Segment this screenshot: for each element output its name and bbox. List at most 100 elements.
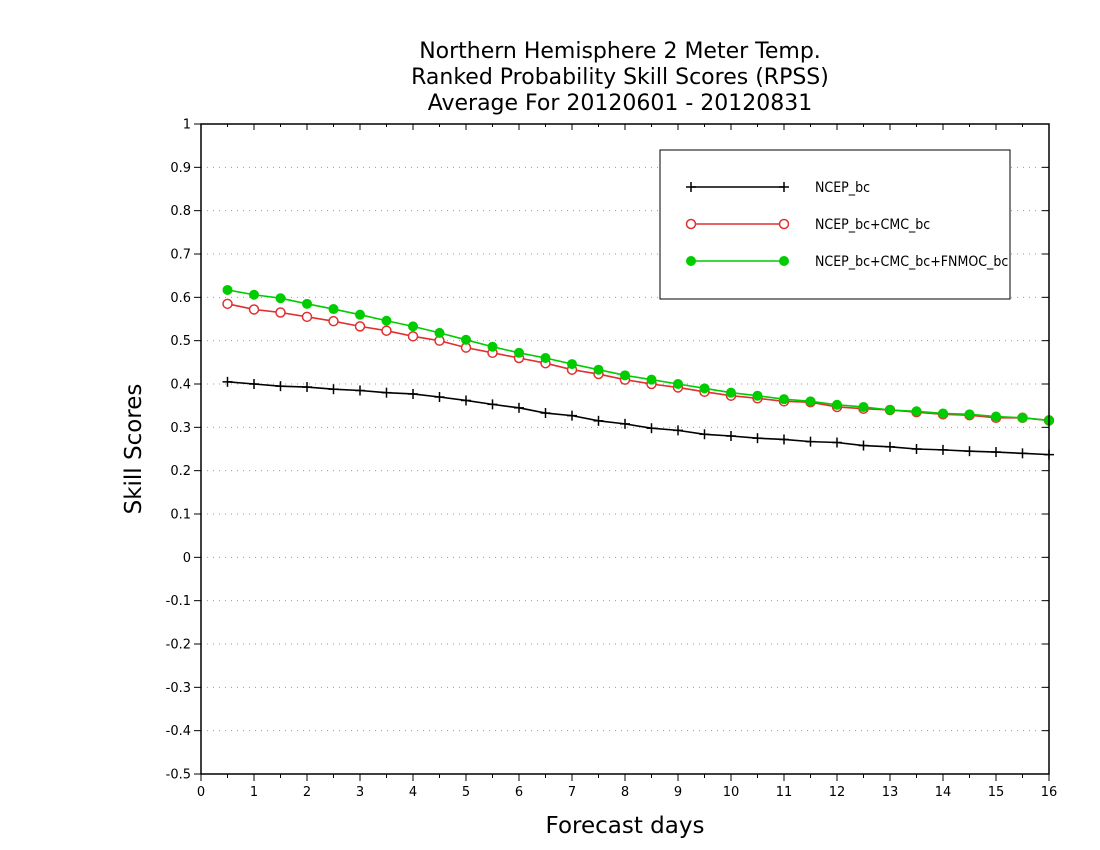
title-line-1: Northern Hemisphere 2 Meter Temp. — [419, 39, 821, 64]
legend-label: NCEP_bc — [815, 180, 870, 196]
legend-marker — [685, 218, 697, 230]
x-tick-label: 5 — [462, 785, 470, 800]
data-point — [964, 409, 975, 420]
data-point — [832, 399, 842, 410]
legend-marker — [778, 218, 790, 230]
y-tick-label: 0.9 — [170, 161, 191, 176]
data-point — [328, 384, 339, 395]
data-point — [328, 304, 339, 315]
x-tick-label: 16 — [1041, 785, 1058, 800]
x-tick-label: 2 — [303, 785, 311, 800]
data-point — [381, 387, 392, 398]
data-point — [407, 331, 419, 342]
x-tick-label: 6 — [515, 785, 523, 800]
y-tick-label: -0.5 — [166, 768, 191, 783]
data-point — [805, 396, 816, 407]
data-point — [249, 289, 259, 300]
y-axis-ticks: -0.5 -0.4 -0.3 -0.2 -0.1 0 0.1 0.2 0.3 0.4 0.5 0.6 0… — [166, 118, 1049, 783]
y-tick-label: -0.1 — [166, 594, 191, 609]
series-3 — [222, 284, 1054, 426]
y-tick-label: 0.8 — [170, 204, 191, 219]
data-point — [938, 444, 948, 455]
data-point — [275, 381, 286, 392]
chart-title: Northern Hemisphere 2 Meter Temp. Ranked… — [411, 39, 829, 116]
series-line — [227, 289, 1050, 422]
legend-marker — [686, 256, 696, 266]
data-point — [302, 382, 312, 393]
data-point — [911, 406, 922, 417]
data-point — [752, 390, 763, 401]
data-point — [805, 436, 816, 447]
y-tick-label: 0.1 — [170, 508, 191, 523]
data-point — [858, 401, 869, 412]
data-point — [938, 408, 948, 419]
y-tick-label: -0.3 — [166, 681, 191, 696]
series-line — [227, 303, 1050, 422]
data-point — [673, 379, 683, 389]
y-tick-label: 0.6 — [170, 291, 191, 306]
legend-marker — [686, 182, 696, 192]
data-point — [540, 353, 551, 363]
x-tick-label: 3 — [356, 785, 364, 800]
data-point — [646, 423, 657, 434]
data-point — [487, 399, 498, 410]
data-point — [964, 446, 975, 457]
data-point — [461, 334, 471, 345]
data-point — [301, 311, 313, 323]
x-tick-label: 10 — [723, 785, 740, 800]
data-point — [726, 431, 736, 441]
data-point — [381, 325, 392, 336]
data-point — [355, 385, 365, 396]
data-point — [991, 411, 1001, 422]
data-point — [355, 309, 365, 320]
title-line-3: Average For 20120601 - 20120831 — [428, 91, 813, 116]
y-tick-label: -0.2 — [166, 638, 191, 653]
data-point — [646, 374, 657, 385]
data-point — [567, 359, 577, 370]
data-point — [673, 425, 683, 436]
x-tick-label: 12 — [829, 785, 846, 800]
data-point — [991, 447, 1001, 458]
data-point — [832, 437, 842, 448]
y-tick-label: 0.5 — [170, 334, 191, 349]
data-point — [408, 321, 418, 332]
data-point — [540, 408, 551, 419]
x-tick-label: 11 — [776, 785, 793, 800]
data-point — [514, 402, 524, 413]
data-point — [620, 418, 630, 429]
data-point — [726, 387, 736, 398]
data-point — [354, 321, 366, 332]
x-tick-label: 9 — [674, 785, 682, 800]
legend-marker — [779, 256, 789, 266]
series-line — [227, 381, 1050, 456]
data-point — [779, 434, 789, 445]
data-point — [461, 395, 471, 406]
data-point — [779, 394, 789, 405]
data-point — [248, 304, 260, 315]
y-tick-label: 0.7 — [170, 248, 191, 263]
x-tick-label: 0 — [197, 785, 205, 800]
data-point — [434, 392, 445, 402]
data-point — [222, 284, 233, 295]
legend-label: NCEP_bc+CMC_bc — [815, 217, 930, 233]
series-layer — [222, 284, 1055, 460]
x-tick-label: 13 — [882, 785, 899, 800]
x-tick-label: 8 — [621, 785, 629, 800]
series-2 — [222, 298, 1055, 426]
data-point — [1017, 412, 1028, 423]
y-tick-label: -0.4 — [166, 724, 191, 739]
data-point — [328, 315, 339, 327]
data-point — [593, 415, 604, 426]
data-point — [1017, 448, 1028, 459]
data-point — [275, 293, 286, 304]
data-point — [593, 364, 604, 375]
data-point — [487, 341, 498, 352]
legend-entry-2: NCEP_bc+CMC_bc — [685, 217, 930, 233]
data-point — [699, 429, 710, 440]
x-tick-label: 1 — [250, 785, 258, 800]
x-axis-label: Forecast days — [546, 813, 705, 839]
data-point — [434, 327, 445, 338]
data-point — [514, 347, 524, 358]
data-point — [222, 376, 233, 387]
